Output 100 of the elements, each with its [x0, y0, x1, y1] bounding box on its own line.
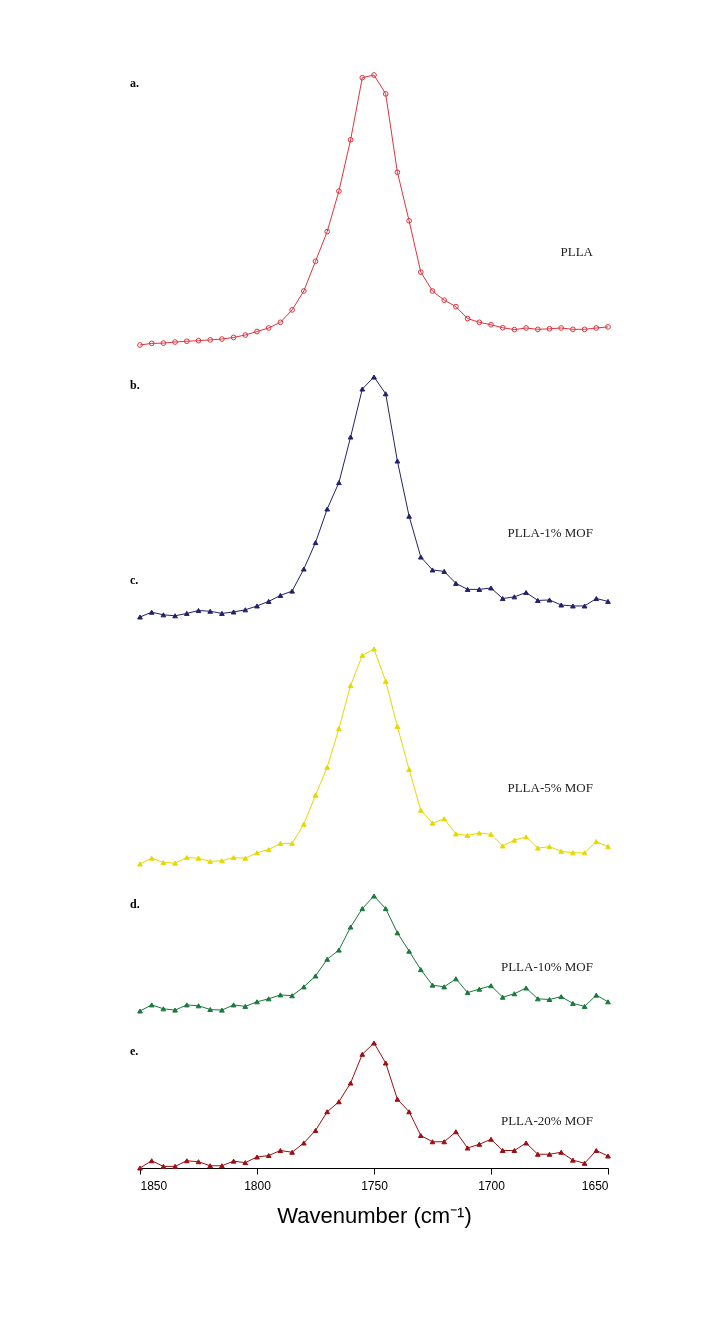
point [406, 948, 412, 954]
point [476, 586, 483, 592]
point [394, 723, 401, 729]
point [488, 321, 494, 328]
point [546, 597, 553, 603]
point [523, 834, 529, 840]
point [453, 303, 459, 310]
point [336, 726, 342, 732]
point [324, 764, 331, 770]
point [324, 956, 331, 962]
point [417, 554, 424, 560]
point [254, 850, 260, 856]
point [137, 861, 143, 867]
text: a. [130, 76, 139, 90]
point [172, 613, 178, 619]
point [336, 947, 342, 953]
point [300, 566, 307, 572]
point [148, 340, 155, 347]
point [429, 567, 436, 573]
point [581, 603, 588, 609]
point [476, 319, 483, 326]
point [195, 1003, 202, 1009]
point [417, 807, 424, 813]
point [464, 586, 471, 592]
point [172, 860, 178, 866]
series-label: PLLA-10% MOF [500, 959, 593, 975]
point [148, 855, 155, 861]
point [254, 999, 260, 1005]
point [324, 228, 331, 235]
point [230, 609, 237, 615]
point [605, 844, 611, 850]
point [605, 999, 611, 1005]
point [441, 816, 448, 822]
point [464, 832, 471, 838]
point [441, 297, 448, 304]
point [137, 614, 143, 620]
point [534, 845, 541, 851]
point [359, 906, 366, 912]
point [265, 325, 272, 331]
point [499, 595, 506, 602]
point [230, 334, 237, 341]
point [242, 332, 249, 338]
point [581, 850, 588, 856]
point [300, 984, 307, 990]
point [336, 188, 342, 194]
point [441, 984, 448, 990]
point [570, 326, 576, 333]
point [289, 588, 295, 594]
point [183, 610, 190, 616]
point [172, 1007, 178, 1013]
point [394, 930, 401, 936]
point [394, 458, 401, 464]
point [511, 991, 518, 997]
point [499, 994, 506, 1000]
text: e. [130, 1044, 139, 1058]
point [242, 1003, 249, 1009]
point [277, 992, 284, 998]
x-tick-label: 1800 [244, 1178, 272, 1193]
point [394, 169, 401, 176]
point [148, 1002, 155, 1008]
x-tick-label: 1700 [478, 1178, 506, 1193]
point [289, 840, 295, 846]
point [429, 288, 436, 294]
point [453, 831, 459, 837]
point [242, 607, 249, 613]
point [558, 848, 565, 854]
point [570, 603, 576, 609]
point [148, 609, 155, 615]
point [546, 996, 553, 1003]
point [219, 1007, 225, 1013]
point [511, 326, 518, 333]
point [219, 858, 225, 864]
point [488, 585, 494, 591]
point [581, 326, 588, 333]
point [219, 610, 225, 616]
point [417, 967, 424, 973]
point [160, 1006, 167, 1012]
point [488, 831, 494, 837]
point [277, 840, 284, 846]
point [453, 580, 459, 586]
point [195, 337, 202, 344]
point [160, 340, 167, 346]
point [558, 325, 565, 331]
point [523, 985, 529, 991]
point [558, 602, 565, 608]
point [371, 646, 377, 652]
point [441, 568, 448, 574]
point [499, 324, 506, 331]
point [581, 1003, 588, 1009]
point [499, 843, 506, 849]
text: c. [130, 573, 139, 587]
point [336, 480, 342, 486]
point [464, 990, 471, 996]
point [570, 1000, 576, 1006]
point [254, 328, 260, 335]
point [464, 315, 471, 322]
point [312, 973, 319, 979]
point [242, 855, 249, 861]
text: PLLA-1% MOF [507, 525, 593, 541]
point [406, 513, 412, 519]
